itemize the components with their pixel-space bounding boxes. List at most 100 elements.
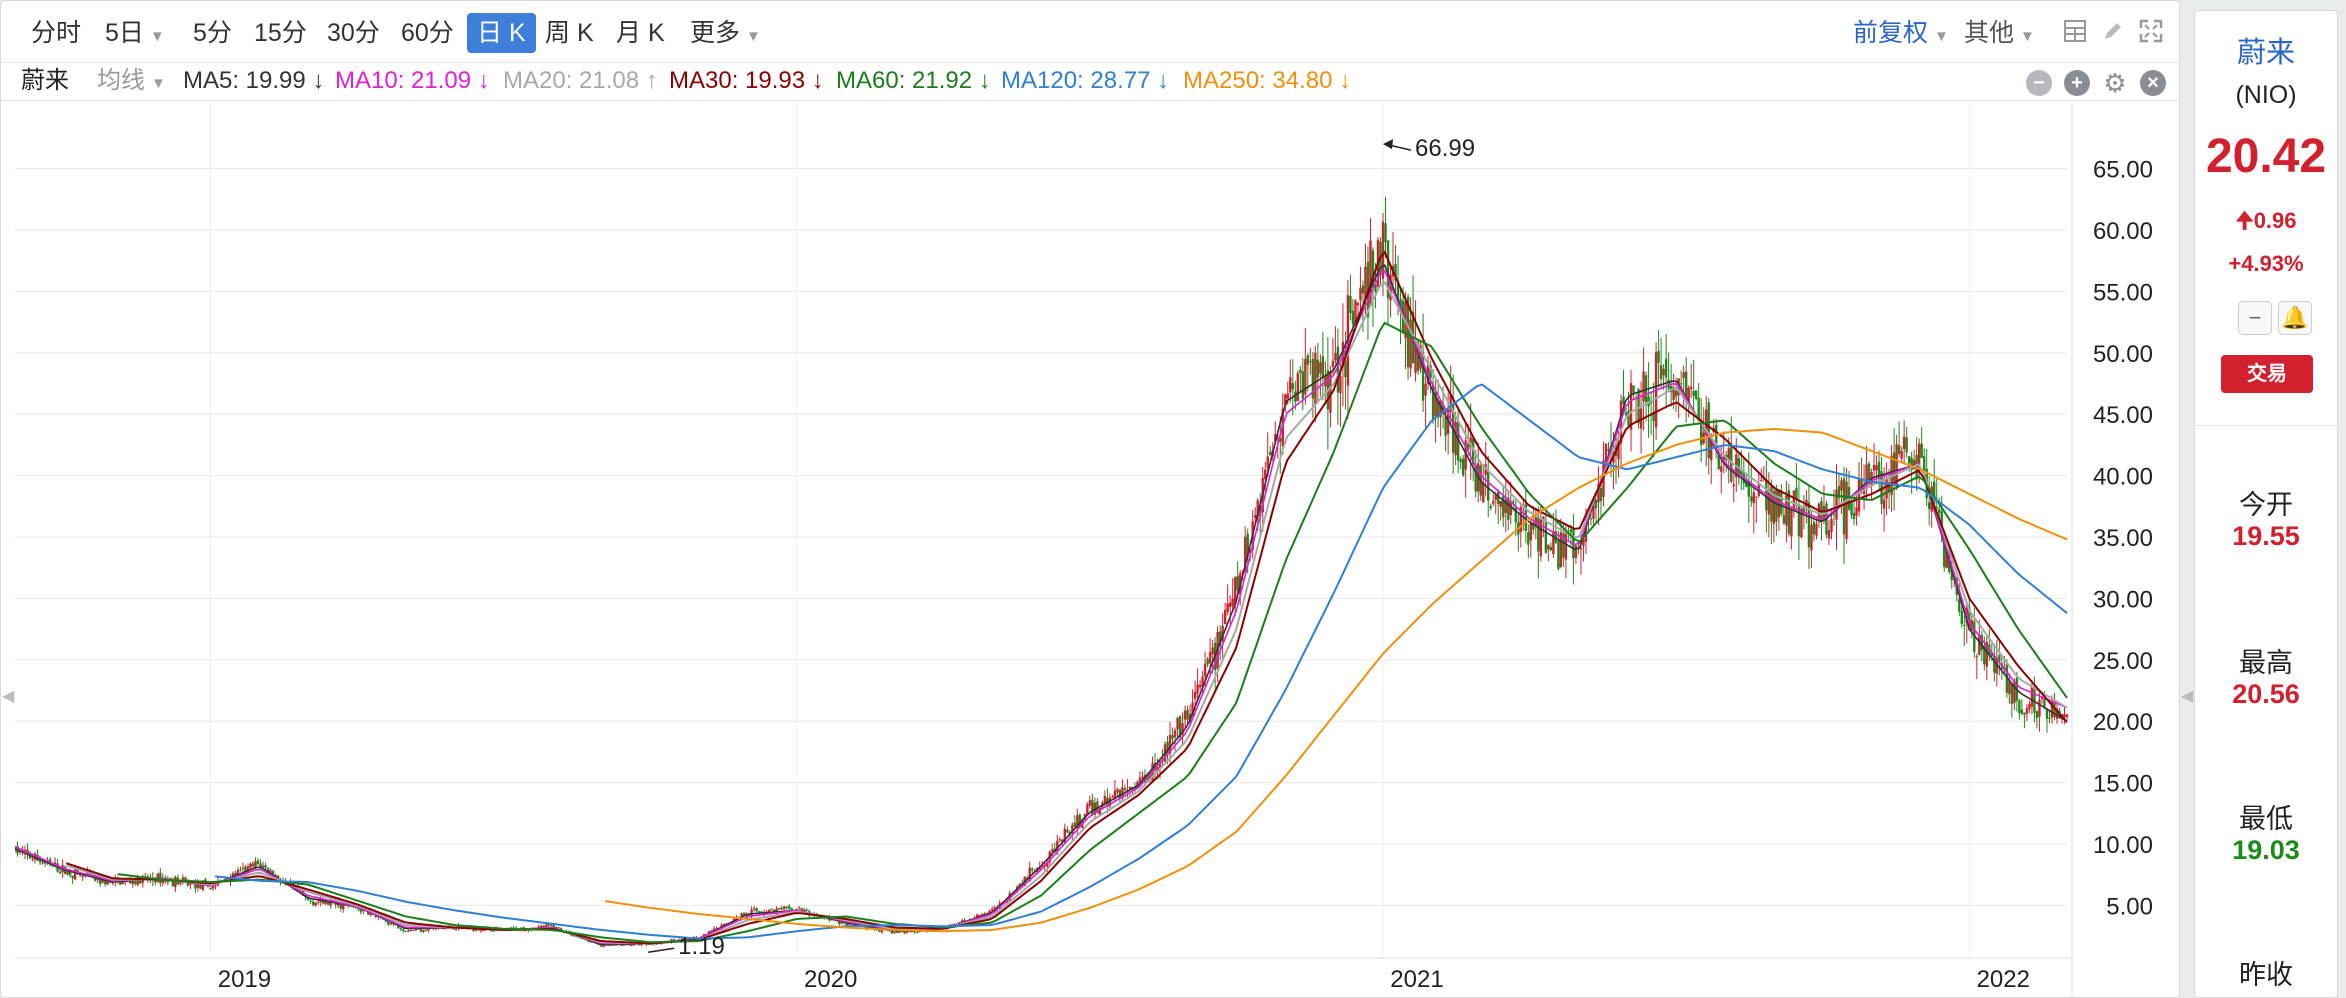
other-dropdown[interactable]: 其他 ▼ [1964,13,2035,53]
close-icon[interactable]: × [2140,70,2166,96]
candle [1334,326,1337,364]
candle [454,928,458,931]
candle [1742,458,1745,490]
candle-body [76,868,79,874]
tab-30min[interactable]: 30分 [327,19,380,47]
tab-intraday[interactable]: 分时 [31,19,82,47]
collapse-panel-icon[interactable]: ◀ [2181,688,2194,705]
candle-body [134,881,137,884]
candle-body [988,910,991,914]
candle [1902,420,1906,465]
high-label: 最高 [2239,648,2293,678]
candle-body [1269,451,1272,456]
candle-body [106,879,109,885]
candle [1882,467,1886,532]
candle-body [1694,390,1698,399]
candle [1557,531,1560,571]
candle-body [492,930,495,932]
candle [1845,468,1848,544]
candle [1183,705,1187,728]
candle [2010,683,2014,718]
grid-layout-icon[interactable] [2061,19,2089,47]
candle [1539,505,1543,562]
candle-body [838,920,841,925]
ma-line-ma10 [15,269,2068,945]
ma-toggle[interactable]: 均线 ▼ [97,63,166,102]
candle [1091,793,1094,817]
tab-more[interactable]: 更多 ▼ [680,13,771,53]
candle [1897,421,1901,458]
stock-name[interactable]: 蔚来 [2236,37,2295,69]
candle-body [48,859,52,864]
candle-body [1311,359,1315,399]
trade-button[interactable]: 交易 [2221,355,2313,393]
pencil-icon[interactable] [2099,19,2127,47]
candle-body [1519,507,1523,532]
tab-5day[interactable]: 5日 ▼ [95,13,175,53]
tab-15min[interactable]: 15分 [254,19,307,47]
candle [1652,382,1655,458]
candle [314,901,317,907]
tab-60min[interactable]: 60分 [401,19,454,47]
candle [1359,266,1362,310]
open-value: 19.55 [2232,521,2300,551]
candle-body [1321,356,1325,379]
candle-body [787,906,791,909]
remove-watchlist-button[interactable]: − [2238,301,2272,335]
ma-toggle-label: 均线 [97,67,145,94]
tab-monthly-k[interactable]: 月 K [616,19,665,47]
candle-body [1737,458,1740,475]
candle-body [1178,715,1182,738]
alert-button[interactable]: 🔔 [2278,301,2312,335]
candle-body [1497,492,1500,505]
candle-body [1534,513,1538,526]
minus-icon[interactable]: − [2026,70,2052,96]
tab-weekly-k[interactable]: 周 K [545,19,594,47]
candle-body [1071,825,1074,834]
candle [1489,503,1492,511]
candle-body [1963,624,1966,626]
candle [785,905,788,911]
tab-daily-k[interactable]: 日 K [467,13,536,53]
candle-body [1807,502,1811,548]
candle [1647,362,1650,438]
candle-body [1507,497,1510,520]
candle-body [1750,496,1753,502]
candle-body [36,854,39,861]
candle [787,904,791,911]
price-change-value: 0.96 [2253,208,2297,233]
y-tick-label: 50.00 [2093,341,2153,368]
candle-body [1173,730,1177,738]
candle-body [1246,533,1249,557]
fullscreen-icon[interactable] [2137,19,2165,47]
candle [1552,512,1555,558]
scroll-left-icon[interactable]: ◀ [2,688,15,705]
candle-body [840,922,844,924]
candle-body [1604,443,1608,462]
candle-body [1539,518,1543,557]
candle [1289,359,1292,403]
candle [1872,443,1876,484]
candle-body [442,928,445,930]
candle-body [760,911,763,913]
candle [1364,243,1367,315]
candle-body [2005,664,2009,693]
candle-body [1850,502,1853,516]
candle-body [274,875,277,877]
other-label: 其他 [1964,19,2015,47]
adjust-dropdown[interactable]: 前复权 ▼ [1853,13,1949,53]
candle-body [1642,371,1645,402]
price-change-percent: +4.93% [2228,251,2304,276]
candle-body [422,930,425,932]
candle [1076,808,1079,836]
tab-5min[interactable]: 5分 [193,19,232,47]
candle [755,907,758,913]
candle-body [1795,488,1798,499]
candle [1785,481,1788,543]
plus-icon[interactable]: + [2064,70,2090,96]
kline-chart[interactable]: 5.00 10.00 15.00 20.00 25.00 30.00 35.00 40.00 4… [15,101,2167,997]
candle-body [1276,438,1279,440]
gear-icon[interactable]: ⚙ [2103,68,2127,98]
candle-body [1559,532,1563,567]
candle-body [1832,514,1836,516]
